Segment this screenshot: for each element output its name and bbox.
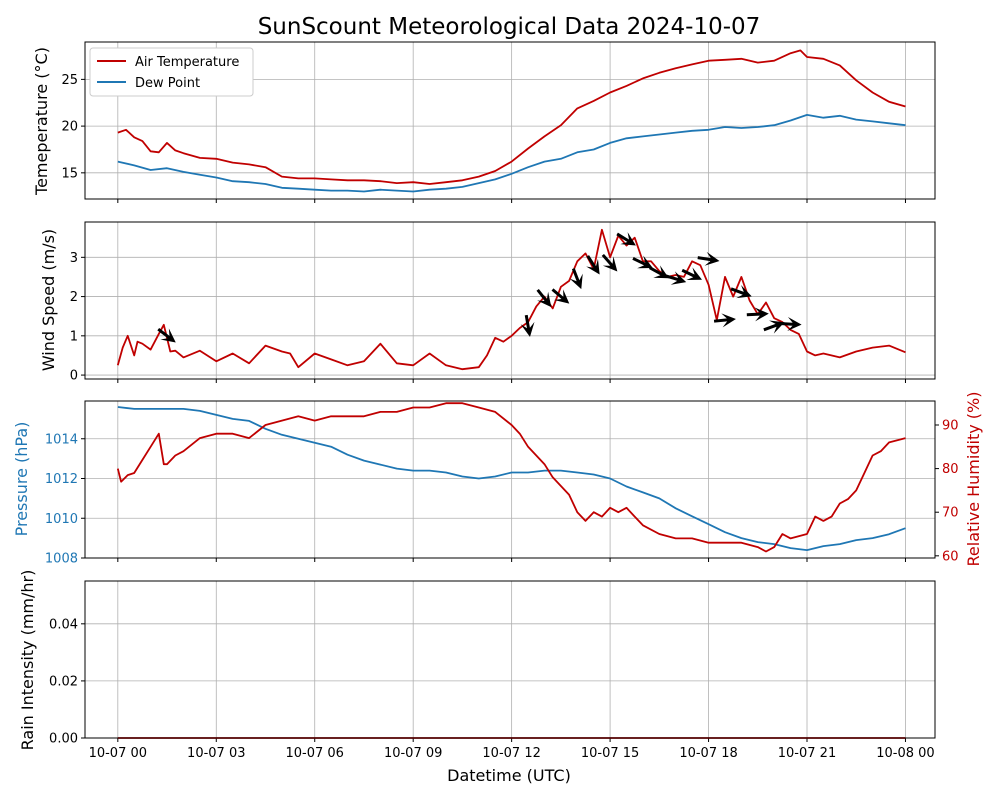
pressure-y-right-tick-label: 70	[942, 506, 959, 521]
x-tick-label: 10-07 12	[482, 746, 540, 761]
y-axis-label-wind-speed: Wind Speed (m/s)	[39, 229, 58, 371]
wind-direction-arrow	[551, 288, 570, 304]
y-axis-label-humidity: Relative Humidity (%)	[964, 392, 983, 567]
wind-direction-arrow	[763, 320, 785, 334]
pressure-y-tick-label: 1014	[45, 432, 78, 447]
wind-direction-arrow	[779, 316, 802, 331]
rain-y-tick-label: 0.00	[49, 732, 78, 747]
y-axis-label-rain: Rain Intensity (mm/hr)	[18, 570, 37, 751]
x-tick-label: 10-07 06	[286, 746, 344, 761]
wind-direction-arrow	[681, 267, 703, 280]
temperature-panel: 15 20 25	[61, 41, 936, 203]
wind-direction-arrow	[569, 268, 583, 290]
wind-y-tick-label: 1	[70, 329, 78, 344]
rain-y-tick-label: 0.02	[49, 674, 78, 689]
pressure-y-right-tick-label: 80	[942, 462, 959, 477]
x-tick-label: 10-07 00	[89, 746, 147, 761]
wind-direction-arrow	[616, 232, 636, 246]
wind-direction-arrow	[601, 253, 618, 272]
legend-label-air-temperature: Air Temperature	[135, 55, 239, 70]
rain-panel: 0.00 0.02 0.04 10-07 00 10-07 03 10-07 06 10-0…	[49, 580, 936, 761]
wind-panel: 0 1 2 3	[70, 221, 936, 384]
x-tick-label: 10-08 00	[876, 746, 934, 761]
legend-box	[89, 47, 254, 97]
pressure-axes-frame	[84, 400, 936, 559]
wind-direction-arrow	[746, 307, 769, 322]
temperature-y-tick-label: 20	[61, 120, 78, 135]
wind-axes-frame	[84, 221, 936, 380]
legend-label-dew-point: Dew Point	[135, 76, 200, 91]
wind-y-tick-label: 3	[70, 251, 78, 266]
wind-direction-arrow	[713, 313, 736, 328]
wind-direction-arrow	[664, 271, 687, 285]
temperature-y-tick-label: 15	[61, 166, 78, 181]
pressure-y-tick-label: 1010	[45, 512, 78, 527]
x-tick-label: 10-07 18	[679, 746, 737, 761]
x-tick-label: 10-07 03	[187, 746, 245, 761]
rain-y-tick-label: 0.04	[49, 617, 78, 632]
x-tick-label: 10-07 15	[581, 746, 639, 761]
wind-y-tick-label: 2	[70, 290, 78, 305]
x-axis-label: Datetime (UTC)	[447, 766, 571, 785]
y-axis-label-temperature: Temeperature (°C)	[32, 47, 51, 196]
air-temperature-line	[117, 49, 906, 185]
temperature-axes-frame	[84, 41, 936, 200]
wind-direction-arrow	[536, 288, 552, 308]
legend: Air Temperature Dew Point	[89, 47, 254, 97]
y-axis-label-pressure: Pressure (hPa)	[12, 422, 31, 537]
wind-direction-arrow	[520, 314, 535, 337]
wind-direction-arrow	[632, 255, 653, 269]
pressure-y-right-tick-label: 60	[942, 549, 959, 564]
wind-y-tick-label: 0	[70, 369, 78, 384]
x-tick-label: 10-07 21	[778, 746, 836, 761]
pressure-line	[117, 406, 906, 551]
rain-axes-frame	[84, 580, 936, 739]
wind-direction-arrow	[730, 284, 752, 299]
wind-direction-arrow	[648, 265, 669, 279]
relative-humidity-line	[116, 402, 906, 553]
pressure-y-tick-label: 1012	[45, 472, 78, 487]
dew-point-line	[117, 114, 906, 193]
chart-title: SunScount Meteorological Data 2024-10-07	[258, 14, 761, 40]
wind-direction-arrow	[586, 255, 600, 275]
pressure-y-tick-label: 1008	[45, 552, 78, 567]
wind-direction-arrow	[157, 327, 176, 343]
x-tick-label: 10-07 09	[384, 746, 442, 761]
temperature-y-tick-label: 25	[61, 73, 78, 88]
pressure-y-right-tick-label: 90	[942, 418, 959, 433]
wind-direction-arrow	[697, 251, 720, 266]
pressure-humidity-panel: 1008 1010 1012 1014 60 70 80 90	[45, 400, 959, 567]
